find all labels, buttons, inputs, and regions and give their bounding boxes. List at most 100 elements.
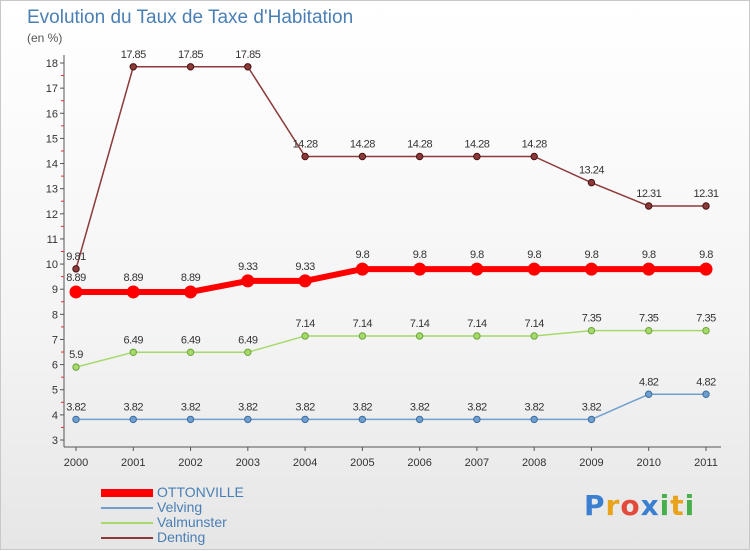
x-tick-label: 2008 bbox=[522, 457, 546, 469]
y-tick-label: 7 bbox=[52, 334, 58, 346]
series-line-valmunster bbox=[75, 329, 706, 368]
data-label: 3.82 bbox=[410, 401, 430, 413]
data-point bbox=[358, 332, 367, 340]
data-point bbox=[473, 332, 481, 340]
data-point bbox=[244, 63, 252, 71]
data-point bbox=[72, 265, 80, 273]
y-tick-label: 8 bbox=[52, 309, 58, 321]
y-tick-label: 5 bbox=[52, 385, 58, 397]
data-label: 14.28 bbox=[522, 138, 547, 150]
x-tick-label: 2009 bbox=[579, 457, 603, 469]
data-point bbox=[244, 415, 252, 424]
data-point bbox=[587, 415, 596, 424]
series-line-ottonville bbox=[76, 266, 706, 295]
data-label: 17.85 bbox=[121, 49, 146, 61]
logo-letter: i bbox=[684, 489, 696, 522]
data-point bbox=[413, 262, 427, 276]
legend-label-ottonville: OTTONVILLE bbox=[157, 484, 244, 500]
data-label: 4.82 bbox=[639, 376, 659, 388]
data-point bbox=[72, 363, 80, 371]
data-label: 7.14 bbox=[467, 318, 487, 330]
data-label: 9.81 bbox=[66, 251, 86, 263]
data-point bbox=[530, 415, 538, 424]
data-label: 9.8 bbox=[355, 249, 369, 261]
data-point bbox=[72, 415, 80, 424]
data-label: 17.85 bbox=[235, 49, 260, 61]
x-tick-label: 2005 bbox=[350, 457, 374, 469]
data-label: 3.82 bbox=[181, 401, 201, 413]
data-label: 9.33 bbox=[295, 261, 315, 273]
x-tick-label: 2006 bbox=[407, 457, 431, 469]
data-point bbox=[473, 152, 481, 161]
data-label: 9.8 bbox=[642, 249, 656, 261]
y-tick-label: 18 bbox=[46, 58, 58, 70]
data-point bbox=[69, 285, 83, 299]
data-label: 9.8 bbox=[699, 249, 713, 261]
data-label: 6.49 bbox=[238, 334, 258, 346]
data-point bbox=[587, 326, 596, 335]
series-line-velving bbox=[76, 393, 706, 421]
data-point bbox=[584, 262, 598, 276]
data-point bbox=[473, 415, 481, 424]
data-point bbox=[415, 332, 424, 340]
data-point bbox=[645, 202, 653, 210]
data-label: 3.82 bbox=[66, 401, 86, 413]
legend-swatch-velving bbox=[101, 507, 153, 509]
y-tick-label: 10 bbox=[46, 259, 58, 271]
data-point bbox=[355, 262, 369, 276]
data-point bbox=[415, 415, 424, 424]
data-label: 7.14 bbox=[524, 318, 544, 330]
data-label: 14.28 bbox=[407, 138, 432, 150]
data-label: 3.82 bbox=[124, 401, 144, 413]
data-point bbox=[301, 332, 309, 340]
data-point bbox=[129, 63, 137, 71]
data-point bbox=[702, 326, 710, 335]
y-tick-label: 17 bbox=[46, 83, 58, 95]
y-tick-label: 3 bbox=[52, 435, 58, 447]
data-point bbox=[587, 178, 596, 187]
data-point bbox=[645, 390, 653, 398]
data-point bbox=[186, 63, 195, 71]
x-tick-label: 2011 bbox=[694, 457, 718, 469]
data-point bbox=[415, 152, 424, 161]
data-label: 3.82 bbox=[467, 401, 487, 413]
x-tick-label: 2001 bbox=[121, 457, 145, 469]
data-point bbox=[470, 262, 484, 276]
data-label: 4.82 bbox=[696, 376, 716, 388]
data-point bbox=[301, 152, 309, 161]
y-tick-label: 15 bbox=[46, 133, 58, 145]
logo-letter: t bbox=[670, 489, 685, 522]
x-tick-label: 2000 bbox=[64, 457, 88, 469]
logo-letter: o bbox=[620, 489, 641, 522]
data-label: 3.82 bbox=[582, 401, 602, 413]
logo-letter: i bbox=[659, 489, 671, 522]
data-label: 5.9 bbox=[69, 349, 83, 361]
data-point bbox=[184, 285, 198, 299]
data-label: 7.35 bbox=[696, 313, 716, 325]
data-label: 6.49 bbox=[181, 334, 201, 346]
data-point bbox=[645, 326, 653, 335]
data-label: 14.28 bbox=[293, 138, 318, 150]
data-label: 9.8 bbox=[585, 249, 599, 261]
data-point bbox=[642, 262, 656, 276]
data-label: 7.14 bbox=[353, 318, 373, 330]
x-tick-label: 2007 bbox=[465, 457, 489, 469]
y-tick-label: 14 bbox=[46, 159, 58, 171]
y-axis-unit: (en %) bbox=[27, 31, 63, 45]
data-label: 8.89 bbox=[124, 272, 144, 284]
series-line-denting bbox=[75, 66, 706, 270]
data-label: 9.8 bbox=[470, 249, 484, 261]
data-label: 3.82 bbox=[295, 401, 315, 413]
data-point bbox=[186, 415, 195, 424]
legend-swatch-valmunster bbox=[101, 522, 153, 524]
data-point bbox=[298, 274, 312, 288]
data-point bbox=[129, 348, 137, 356]
data-label: 12.31 bbox=[636, 188, 661, 200]
legend-swatch-denting bbox=[101, 537, 153, 539]
data-label: 13.24 bbox=[579, 165, 604, 177]
data-point bbox=[301, 415, 309, 424]
data-label: 14.28 bbox=[350, 138, 375, 150]
data-label: 3.82 bbox=[353, 401, 373, 413]
